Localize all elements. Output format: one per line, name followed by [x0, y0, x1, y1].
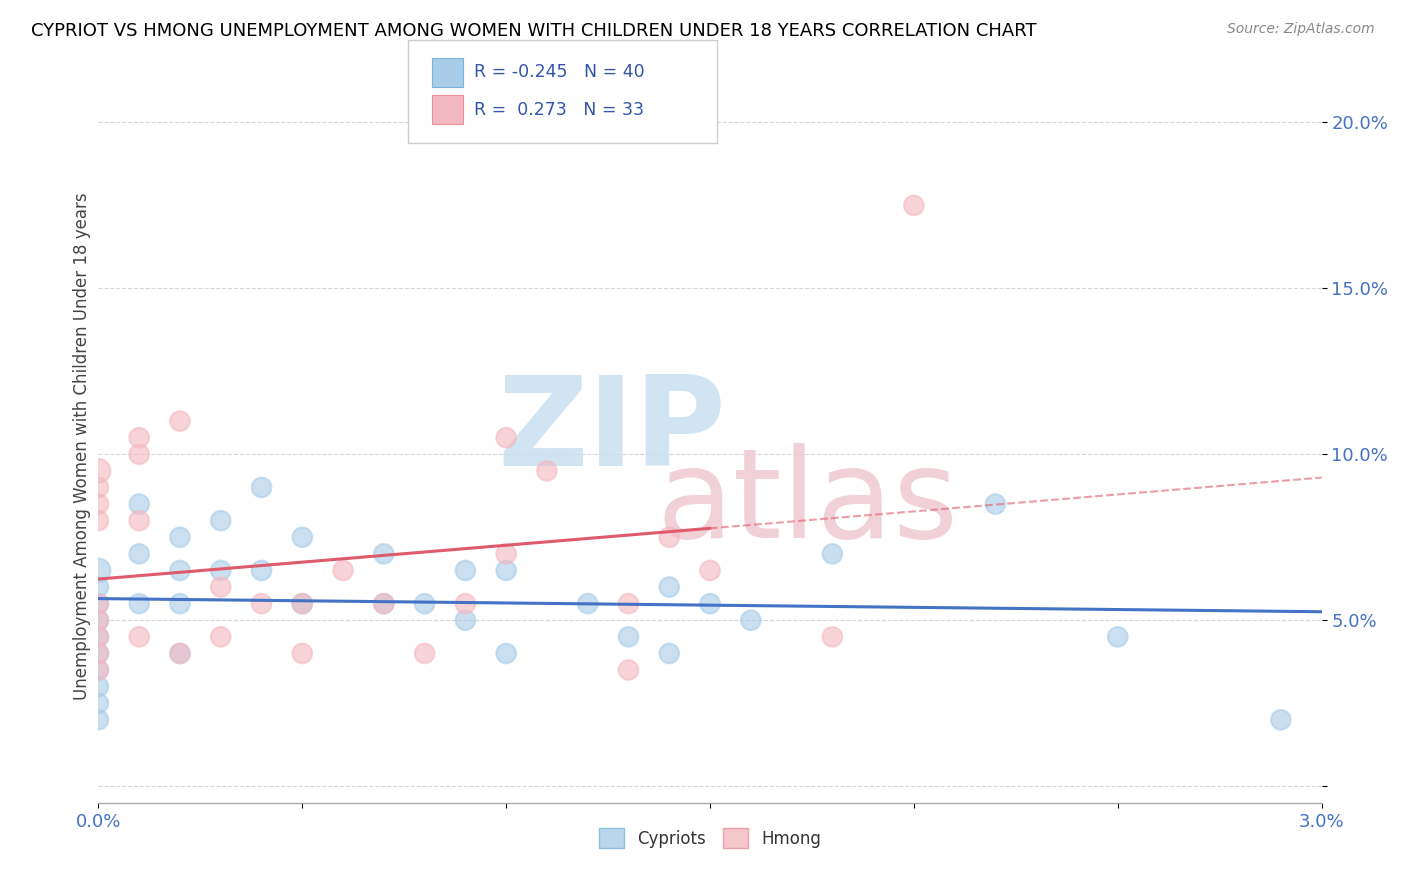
Point — [128, 597, 150, 611]
Point — [209, 580, 232, 594]
Point — [87, 713, 110, 727]
Point — [87, 613, 110, 627]
Text: CYPRIOT VS HMONG UNEMPLOYMENT AMONG WOMEN WITH CHILDREN UNDER 18 YEARS CORRELATI: CYPRIOT VS HMONG UNEMPLOYMENT AMONG WOME… — [31, 22, 1036, 40]
Point — [984, 497, 1007, 511]
Point — [87, 630, 110, 644]
Point — [128, 431, 150, 445]
Point — [87, 514, 110, 528]
Point — [87, 680, 110, 694]
Point — [291, 647, 314, 661]
Point — [128, 630, 150, 644]
Point — [87, 663, 110, 677]
Point — [821, 630, 844, 644]
Point — [87, 647, 110, 661]
Legend: Cypriots, Hmong: Cypriots, Hmong — [592, 822, 828, 855]
Point — [250, 481, 273, 495]
Point — [87, 580, 110, 594]
Point — [169, 530, 191, 544]
Point — [617, 597, 640, 611]
Text: Source: ZipAtlas.com: Source: ZipAtlas.com — [1227, 22, 1375, 37]
Point — [87, 613, 110, 627]
Point — [209, 514, 232, 528]
Point — [454, 564, 477, 578]
Point — [536, 464, 558, 478]
Point — [617, 630, 640, 644]
Text: R = -0.245   N = 40: R = -0.245 N = 40 — [474, 63, 644, 81]
Point — [699, 597, 721, 611]
Point — [291, 597, 314, 611]
Point — [373, 547, 395, 561]
Point — [617, 663, 640, 677]
Point — [1107, 630, 1129, 644]
Point — [495, 547, 517, 561]
Point — [87, 497, 110, 511]
Point — [209, 564, 232, 578]
Point — [658, 647, 681, 661]
Point — [373, 597, 395, 611]
Point — [87, 647, 110, 661]
Point — [740, 613, 762, 627]
Point — [291, 597, 314, 611]
Point — [495, 431, 517, 445]
Point — [576, 597, 599, 611]
Point — [169, 597, 191, 611]
Point — [658, 580, 681, 594]
Point — [87, 597, 110, 611]
Point — [87, 464, 110, 478]
Point — [413, 647, 436, 661]
Point — [128, 447, 150, 461]
Point — [413, 597, 436, 611]
Y-axis label: Unemployment Among Women with Children Under 18 years: Unemployment Among Women with Children U… — [73, 192, 91, 700]
Point — [87, 663, 110, 677]
Point — [658, 530, 681, 544]
Point — [495, 647, 517, 661]
Text: atlas: atlas — [657, 442, 959, 564]
Point — [903, 198, 925, 212]
Point — [495, 564, 517, 578]
Point — [87, 630, 110, 644]
Text: ZIP: ZIP — [498, 371, 727, 492]
Point — [169, 414, 191, 428]
Point — [209, 630, 232, 644]
Point — [87, 481, 110, 495]
Point — [87, 696, 110, 710]
Point — [250, 564, 273, 578]
Point — [454, 613, 477, 627]
Point — [169, 564, 191, 578]
Point — [332, 564, 354, 578]
Point — [699, 564, 721, 578]
Point — [250, 597, 273, 611]
Point — [169, 647, 191, 661]
Point — [128, 547, 150, 561]
Text: R =  0.273   N = 33: R = 0.273 N = 33 — [474, 101, 644, 119]
Point — [454, 597, 477, 611]
Point — [1270, 713, 1292, 727]
Point — [87, 597, 110, 611]
Point — [169, 647, 191, 661]
Point — [87, 564, 110, 578]
Point — [291, 530, 314, 544]
Point — [128, 514, 150, 528]
Point — [373, 597, 395, 611]
Point — [128, 497, 150, 511]
Point — [821, 547, 844, 561]
